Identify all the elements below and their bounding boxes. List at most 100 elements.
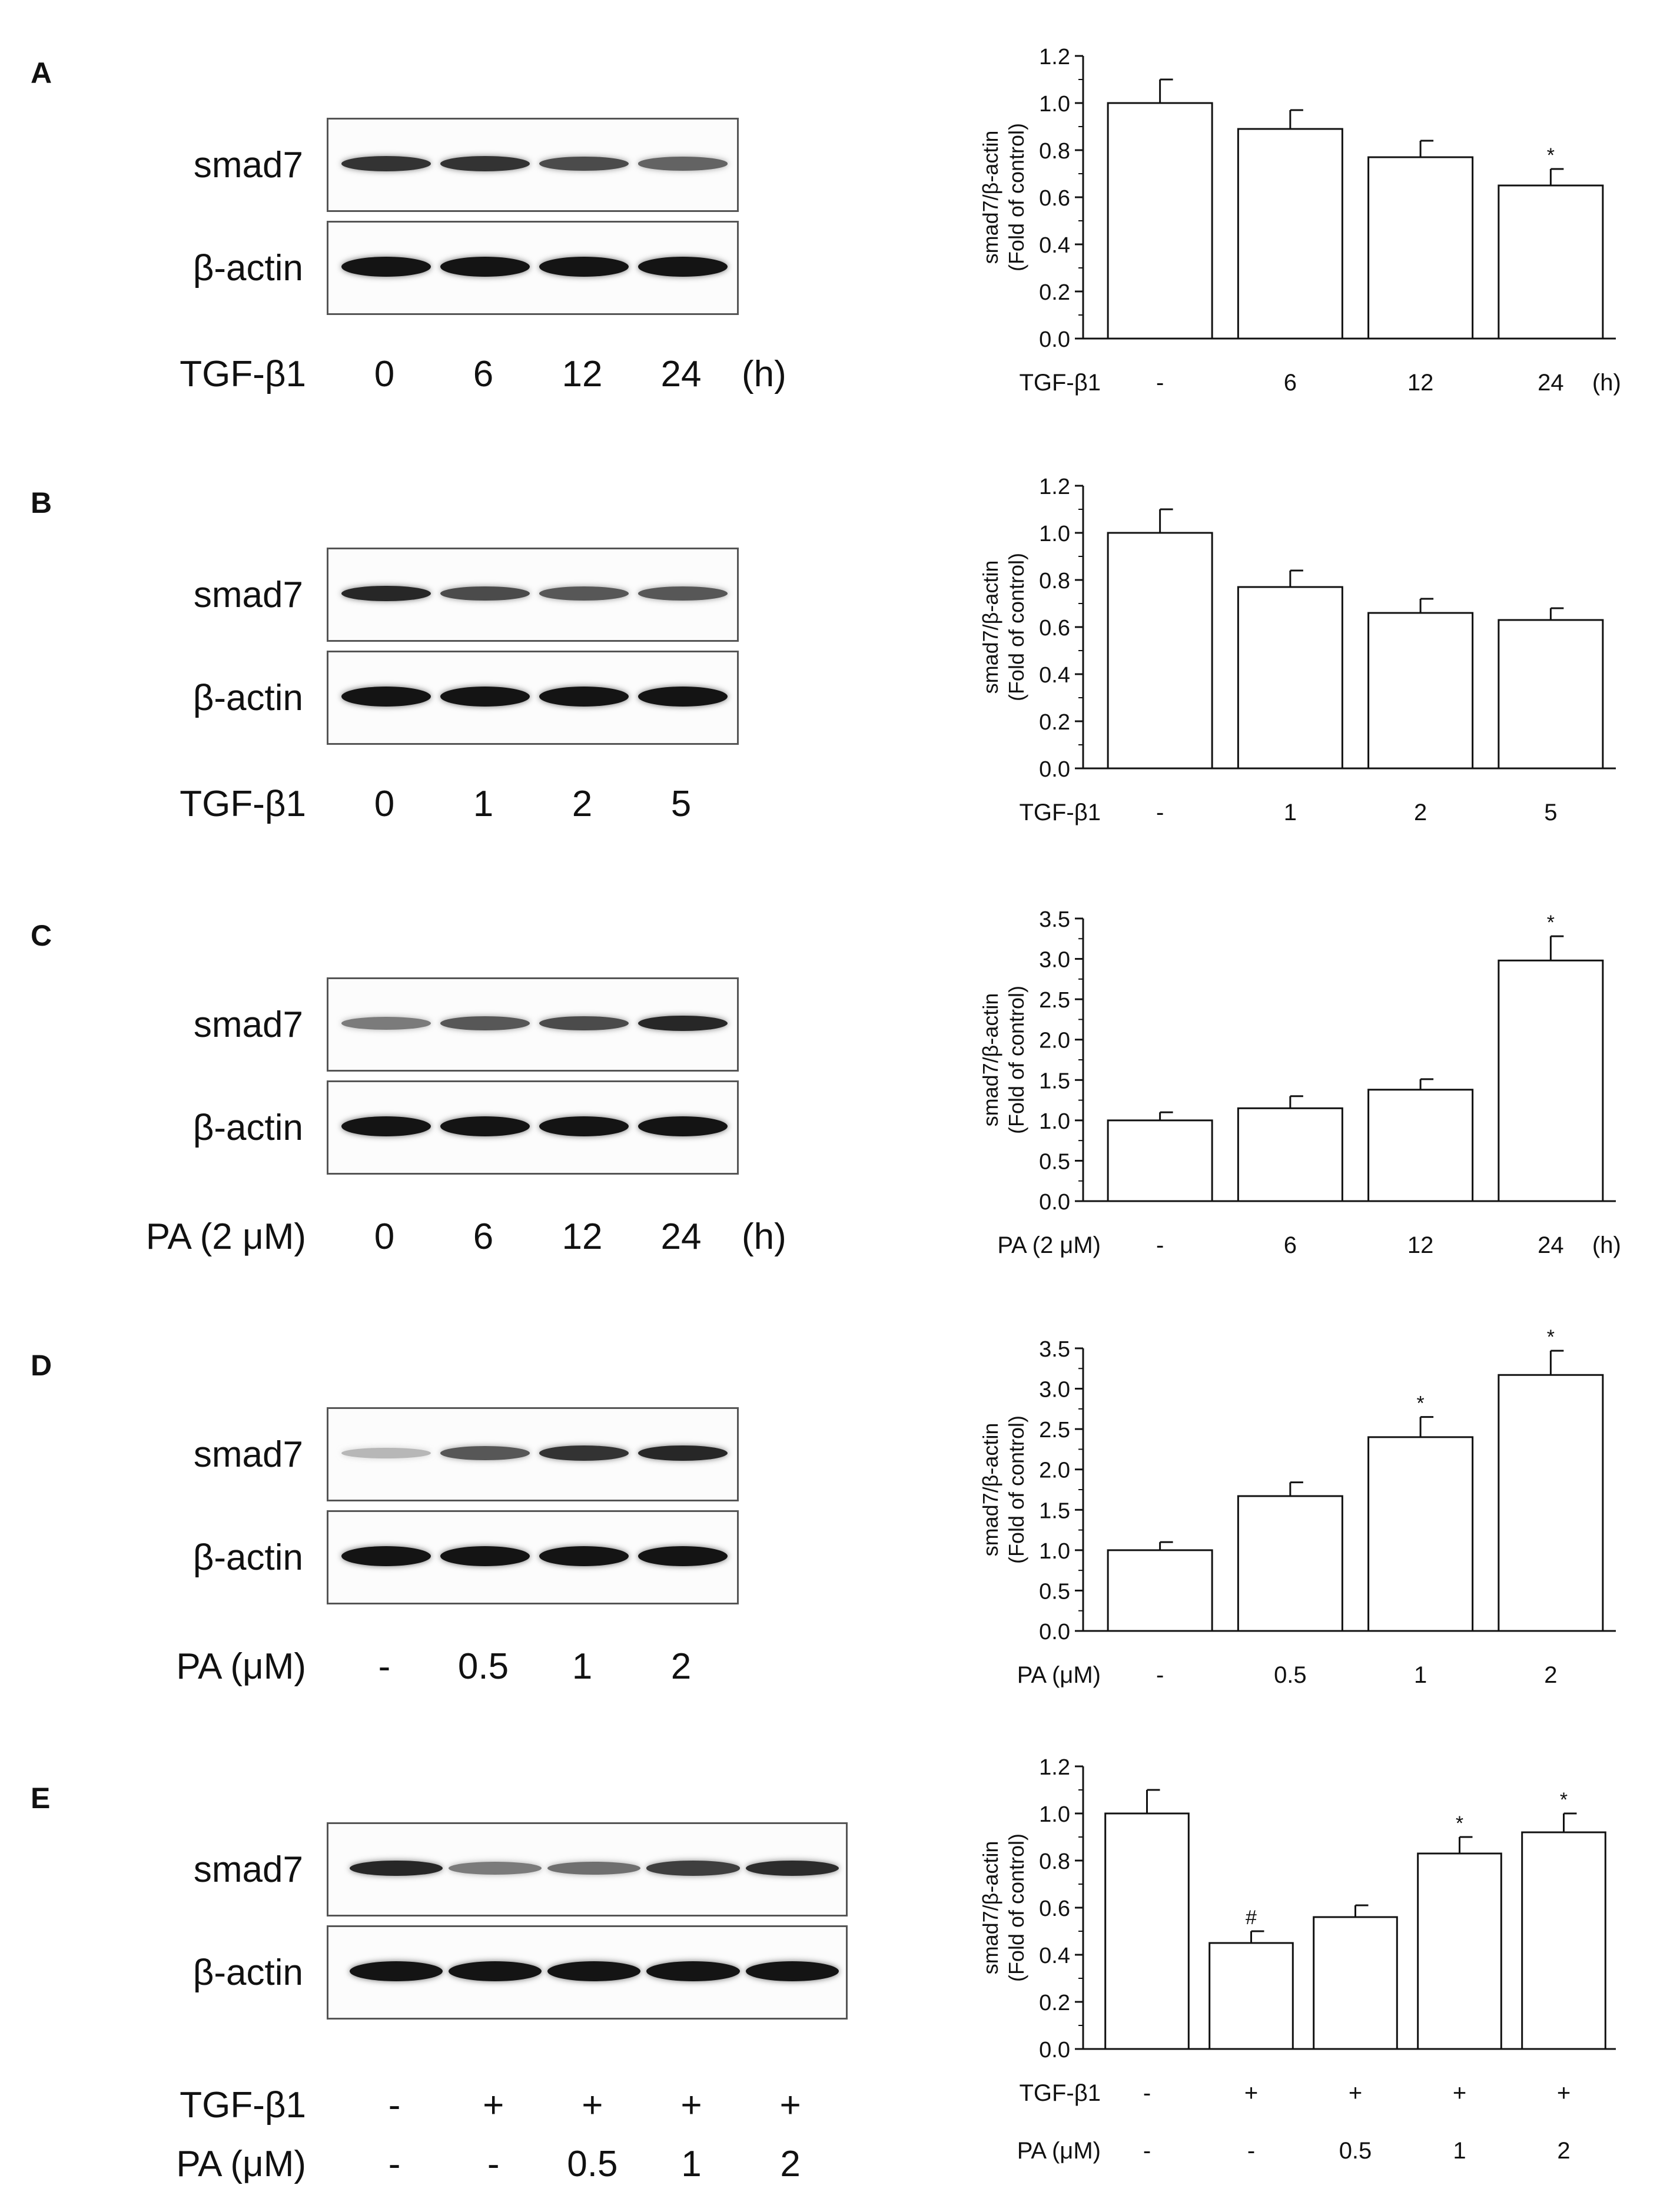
x-tick-label: 2 [1414, 800, 1427, 825]
panel-letter: E [31, 1782, 51, 1815]
condition-label: PA (μM) [176, 1646, 306, 1687]
x-tick-label: 1 [1284, 800, 1297, 825]
y-tick-label: 2.5 [1039, 1418, 1070, 1443]
smad7-band [638, 586, 728, 601]
beta-actin-band [638, 687, 728, 707]
y-tick-label: 0.4 [1039, 663, 1070, 688]
y-tick-label: 0.8 [1039, 1849, 1070, 1874]
x-row-label: TGF-β1 [1019, 800, 1101, 825]
smad7-band [539, 586, 629, 601]
lane-label: - [388, 2144, 401, 2184]
bar-chart: 0.0 0.5 1.0 1.5 2.0 2.5 3.0 3.5 smad7/β-actin (Fo… [978, 907, 1621, 1258]
smad7-band [539, 156, 629, 171]
x-tick-label: 2 [1544, 1662, 1557, 1688]
blot-row-label: β-actin [192, 1108, 303, 1148]
bar [1313, 1916, 1398, 2050]
y-axis-label: (Fold of control) [1004, 986, 1028, 1134]
lane-label: + [680, 2085, 702, 2126]
beta-actin-blot [327, 221, 739, 315]
bar [1367, 1436, 1474, 1632]
lane-label: 12 [562, 1216, 603, 1257]
smad7-band [638, 1445, 728, 1461]
x-tick-label: 12 [1407, 370, 1434, 396]
x-tick-label: 6 [1284, 370, 1297, 396]
bar-chart: 0.0 0.2 0.4 0.6 0.8 1.0 1.2 smad7/β-actin (Fold … [978, 45, 1621, 396]
bar [1107, 1549, 1213, 1632]
lane-label: 2 [572, 784, 593, 824]
y-axis-label: (Fold of control) [1004, 1415, 1028, 1564]
lane-label: - [388, 2085, 401, 2126]
y-tick-label: 0.0 [1039, 1620, 1070, 1644]
y-tick-label: 0.6 [1039, 616, 1070, 641]
significance-mark: * [1547, 1326, 1555, 1348]
y-axis-label: (Fold of control) [1004, 1833, 1028, 1982]
y-axis-label: smad7/β-actin [978, 131, 1002, 264]
unit-label: (h) [742, 1216, 786, 1257]
y-tick-label: 0.0 [1039, 2038, 1070, 2063]
blot-row-label: smad7 [193, 145, 303, 185]
y-tick-label: 3.0 [1039, 1378, 1070, 1402]
smad7-blot [327, 977, 739, 1072]
y-axis-label: smad7/β-actin [978, 561, 1002, 694]
smad7-blot [327, 118, 739, 212]
beta-actin-blot [327, 1510, 739, 1604]
beta-actin-band [638, 1546, 728, 1566]
lane-label: 2 [670, 1646, 692, 1687]
smad7-band [539, 1445, 629, 1461]
smad7-band [449, 1862, 542, 1875]
x-unit-label: (h) [1592, 1232, 1621, 1258]
x-tick-label: - [1156, 1232, 1164, 1258]
y-axis-label: smad7/β-actin [978, 1841, 1002, 1975]
smad7-band [638, 157, 728, 171]
significance-mark: * [1547, 911, 1555, 934]
y-tick-label: 1.0 [1039, 1802, 1070, 1827]
smad7-band [341, 1017, 431, 1030]
smad7-band [440, 1016, 530, 1030]
x-tick-label: + [1557, 2080, 1571, 2106]
smad7-band [646, 1861, 740, 1876]
smad7-band [547, 1861, 641, 1875]
y-tick-label: 1.2 [1039, 45, 1070, 69]
beta-actin-band [539, 687, 629, 707]
smad7-band [341, 156, 431, 171]
bar [1237, 1495, 1343, 1632]
lane-label: + [483, 2085, 504, 2126]
lane-label: 1 [681, 2144, 702, 2184]
lane-label: 1 [572, 1646, 593, 1687]
x-tick-label: + [1244, 2080, 1258, 2106]
beta-actin-band [539, 1116, 629, 1136]
x-tick-label: - [1143, 2080, 1151, 2106]
smad7-band [341, 1447, 431, 1459]
y-tick-label: 1.0 [1039, 1109, 1070, 1134]
y-tick-label: 0.0 [1039, 327, 1070, 352]
y-tick-label: 2.0 [1039, 1029, 1070, 1053]
bar [1521, 1831, 1606, 2050]
smad7-band [638, 1015, 728, 1032]
y-tick-label: 1.5 [1039, 1069, 1070, 1093]
bar [1208, 1942, 1294, 2050]
condition-label: PA (2 μM) [145, 1216, 306, 1257]
blot-row-label: smad7 [193, 1849, 303, 1890]
y-tick-label: 0.0 [1039, 1190, 1070, 1215]
y-tick-label: 0.4 [1039, 233, 1070, 258]
lane-label: 0.5 [567, 2144, 618, 2184]
x-unit-label: (h) [1592, 370, 1621, 396]
panel-letter: D [31, 1349, 52, 1382]
significance-mark: * [1417, 1392, 1425, 1415]
y-tick-label: 0.2 [1039, 710, 1070, 735]
bar [1367, 156, 1474, 340]
smad7-blot [327, 548, 739, 642]
blot-row-label: β-actin [192, 248, 303, 289]
condition-label: TGF-β1 [180, 354, 306, 394]
smad7-band [341, 585, 431, 602]
beta-actin-blot [327, 1925, 848, 2020]
significance-mark: * [1560, 1789, 1568, 1811]
smad7-band [350, 1860, 443, 1876]
y-tick-label: 0.5 [1039, 1579, 1070, 1604]
bar [1107, 102, 1213, 340]
beta-actin-blot [327, 1080, 739, 1175]
smad7-band [440, 1446, 530, 1460]
